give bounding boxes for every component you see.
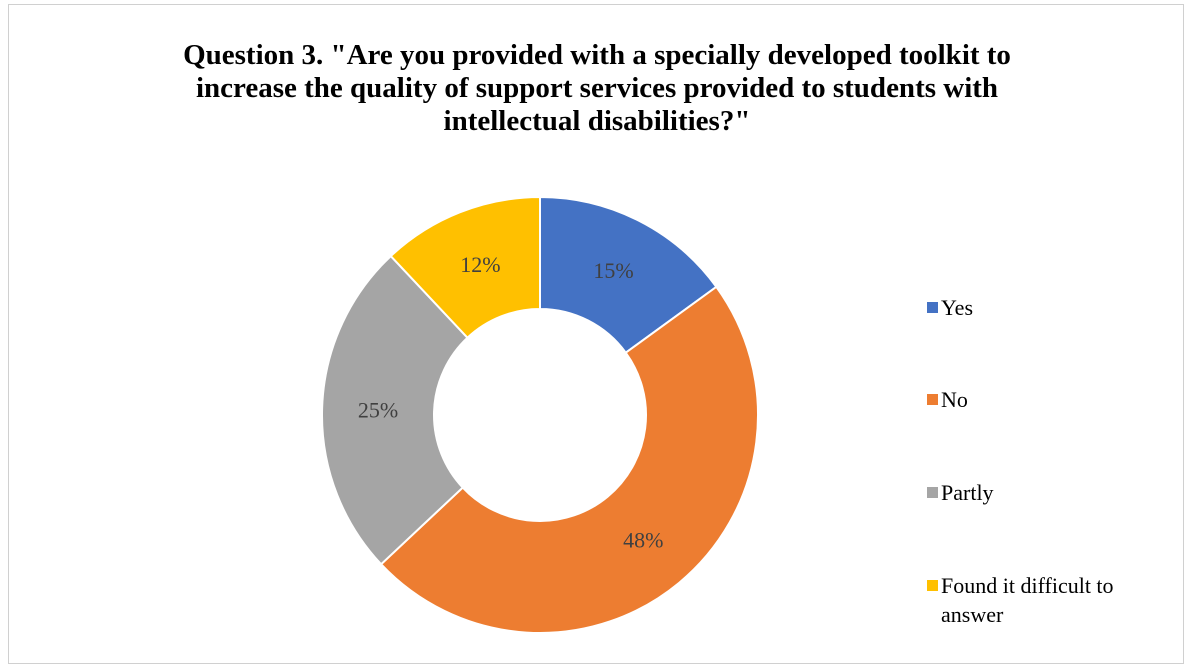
legend-label-yes: Yes (941, 295, 974, 320)
legend-swatch-found-it-difficult (927, 580, 938, 591)
legend-swatch-no (927, 394, 938, 405)
donut-data-labels: 15% 48% 25% 12% (358, 252, 664, 552)
data-label-no: 48% (623, 527, 663, 552)
data-label-found-it-difficult-to-answer: 12% (460, 252, 500, 277)
legend-item-yes: Yes (927, 293, 1161, 322)
donut-slices (321, 195, 759, 634)
chart-title: Question 3. "Are you provided with a spe… (9, 39, 1185, 138)
chart-title-line-3: intellectual disabilities?" (443, 105, 751, 137)
legend-item-found-it-difficult: Found it difficult to answer (927, 571, 1161, 629)
legend-label-partly: Partly (941, 480, 994, 505)
chart-title-line-2: increase the quality of support services… (195, 72, 999, 104)
chart-title-line-1: Question 3. "Are you provided with a spe… (183, 39, 1011, 71)
legend-item-no: No (927, 385, 1161, 414)
chart-frame: Question 3. "Are you provided with a spe… (8, 4, 1184, 664)
donut-slice-no (379, 285, 759, 634)
legend-label-no: No (941, 387, 968, 412)
legend-label-found-it-difficult: Found it difficult to answer (941, 573, 1114, 627)
legend-swatch-partly (927, 487, 938, 498)
donut-slice-yes (539, 195, 718, 355)
donut-slice-found-it-difficult-to-answer (389, 195, 541, 340)
legend-swatch-yes (927, 302, 938, 313)
data-label-partly: 25% (358, 397, 398, 422)
donut-chart: 15% 48% 25% 12% (321, 195, 759, 634)
donut-slice-partly (321, 254, 469, 566)
legend-item-partly: Partly (927, 478, 1161, 507)
data-label-yes: 15% (593, 258, 633, 283)
